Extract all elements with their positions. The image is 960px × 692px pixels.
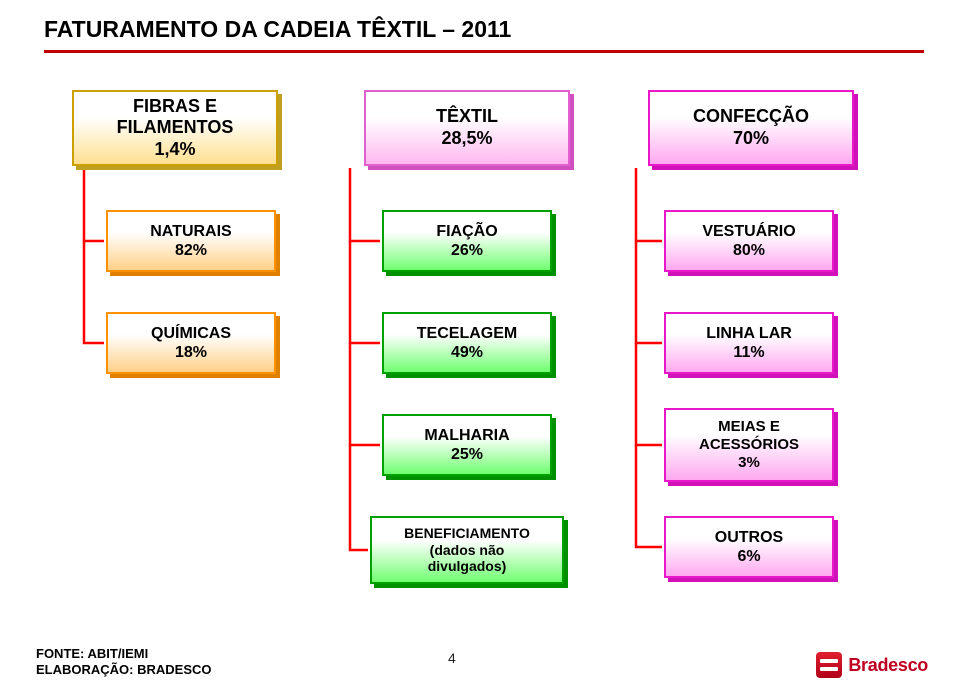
- label: LINHA LAR: [706, 324, 792, 343]
- node-meias-acessorios: MEIAS E ACESSÓRIOS 3%: [664, 408, 834, 482]
- label: FIAÇÃO: [436, 222, 497, 241]
- label: CONFECÇÃO: [693, 106, 809, 128]
- node-outros: OUTROS 6%: [664, 516, 834, 578]
- node-naturais: NATURAIS 82%: [106, 210, 276, 272]
- label: MALHARIA: [424, 426, 509, 445]
- label: VESTUÁRIO: [702, 222, 795, 241]
- label: TÊXTIL: [436, 106, 498, 128]
- label: BENEFICIAMENTO: [404, 525, 530, 542]
- value: 49%: [451, 343, 483, 362]
- page-title: FATURAMENTO DA CADEIA TÊXTIL – 2011: [44, 16, 511, 43]
- footer-line1: FONTE: ABIT/IEMI: [36, 646, 212, 662]
- value: 25%: [451, 445, 483, 464]
- node-vestuario: VESTUÁRIO 80%: [664, 210, 834, 272]
- value: 6%: [737, 547, 760, 566]
- label: TECELAGEM: [417, 324, 517, 343]
- title-underline: [44, 50, 924, 53]
- node-beneficiamento: BENEFICIAMENTO (dados não divulgados): [370, 516, 564, 584]
- footer-line2: ELABORAÇÃO: BRADESCO: [36, 662, 212, 678]
- node-tecelagem: TECELAGEM 49%: [382, 312, 552, 374]
- label: (dados não: [430, 542, 505, 559]
- bradesco-icon: [816, 652, 842, 678]
- label: ACESSÓRIOS: [699, 436, 799, 454]
- node-malharia: MALHARIA 25%: [382, 414, 552, 476]
- label: NATURAIS: [150, 222, 231, 241]
- value: 11%: [733, 343, 764, 362]
- brand-logo: Bradesco: [816, 652, 928, 678]
- label: MEIAS E: [718, 418, 780, 436]
- node-linha-lar: LINHA LAR 11%: [664, 312, 834, 374]
- value: 26%: [451, 241, 483, 260]
- node-quimicas: QUÍMICAS 18%: [106, 312, 276, 374]
- brand-name: Bradesco: [848, 655, 928, 676]
- value: divulgados): [428, 558, 507, 575]
- value: 3%: [738, 454, 760, 472]
- value: 80%: [733, 241, 765, 260]
- node-fiacao: FIAÇÃO 26%: [382, 210, 552, 272]
- label: QUÍMICAS: [151, 324, 231, 343]
- node-confeccao: CONFECÇÃO 70%: [648, 90, 854, 166]
- footer-source: FONTE: ABIT/IEMI ELABORAÇÃO: BRADESCO: [36, 646, 212, 679]
- value: 28,5%: [441, 128, 492, 150]
- page-number: 4: [448, 650, 456, 666]
- value: 70%: [733, 128, 769, 150]
- value: 18%: [175, 343, 207, 362]
- label: FILAMENTOS: [117, 117, 234, 139]
- node-fibras-filamentos: FIBRAS E FILAMENTOS 1,4%: [72, 90, 278, 166]
- label: OUTROS: [715, 528, 783, 547]
- node-textil: TÊXTIL 28,5%: [364, 90, 570, 166]
- value: 82%: [175, 241, 207, 260]
- label: FIBRAS E: [133, 96, 217, 118]
- value: 1,4%: [154, 139, 195, 161]
